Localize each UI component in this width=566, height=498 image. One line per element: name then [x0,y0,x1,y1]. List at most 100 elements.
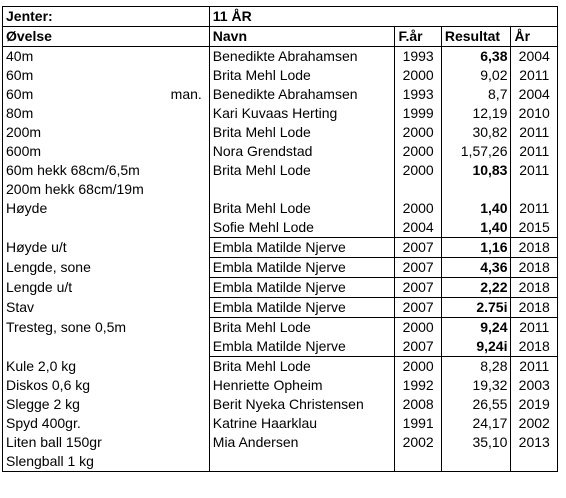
ovelse-label: 60m [6,67,34,83]
ovelse-note [202,278,206,297]
cell-navn: Embla Matilde Njerve [209,257,396,278]
cell-navn: Benedikte Abrahamsen [209,85,396,104]
cell-far: 2007 [394,337,442,357]
cell-ovelse [2,337,210,357]
ovelse-note: man. [170,86,202,102]
cell-far: 1993 [394,46,442,66]
cell-navn [209,180,396,199]
cell-ovelse: Spyd 400gr. [2,414,210,433]
ovelse-note [202,298,206,317]
cell-ovelse: 60m man. [2,85,210,104]
cell-resultat: 9,24 [441,317,512,337]
cell-ovelse: Slengball 1 kg [2,452,210,472]
header-ar: År [510,26,558,47]
cell-resultat: 1,40 [441,199,512,218]
cell-ovelse: 600m [2,142,210,161]
cell-resultat: 2.75i [441,297,512,318]
cell-far: 2000 [394,123,442,142]
column-header-row: Øvelse Navn F.år Resultat År [2,26,558,47]
table-row: 60m hekk 68cm/6,5m Brita Mehl Lode 2000 10,… [2,161,558,180]
cell-ovelse: Lengde, sone [2,257,210,278]
cell-resultat: 8,28 [441,356,512,376]
cell-ovelse: 40m [2,46,210,66]
cell-far [394,452,442,472]
ovelse-label: Tresteg, sone 0,5m [6,318,127,335]
cell-resultat: 8,7 [441,85,512,104]
table-row: Høyde Brita Mehl Lode 2000 1,40 2011 [2,199,558,218]
table-row: Embla Matilde Njerve 2007 9,24i 2018 [2,337,558,357]
cell-navn: Sofie Mehl Lode [209,218,396,238]
table-row: Slengball 1 kg [2,452,558,472]
cell-navn: Henriette Opheim [209,376,396,395]
cell-resultat: 30,82 [441,123,512,142]
cell-navn: Katrine Haarklau [209,414,396,433]
cell-resultat: 35,10 [441,433,512,452]
ovelse-label: 600m [6,143,42,159]
cell-far: 2000 [394,356,442,376]
cell-resultat: 10,83 [441,161,512,180]
cell-ovelse: Lengde u/t [2,277,210,298]
cell-ovelse: Tresteg, sone 0,5m [2,317,210,337]
table-row: 60m Brita Mehl Lode 2000 9,02 2011 [2,66,558,85]
cell-navn: Brita Mehl Lode [209,199,396,218]
table-row: Stav Embla Matilde Njerve 2007 2.75i 2018 [2,297,558,318]
cell-ar: 2011 [510,199,558,218]
cell-ar: 2018 [510,277,558,298]
ovelse-label: 200m [6,124,42,140]
cell-navn: Embla Matilde Njerve [209,237,396,258]
cell-far: 1991 [394,414,442,433]
ovelse-note [202,395,206,414]
ovelse-note [202,318,206,337]
cell-ar: 2010 [510,104,558,123]
cell-far: 2002 [394,433,442,452]
ovelse-label: 60m [6,86,34,102]
cell-ar: 2004 [510,85,558,104]
ovelse-note [202,180,206,199]
cell-navn: Berit Nyeka Christensen [209,395,396,414]
age-cell: 11 ÅR [209,6,559,27]
cell-far: 2004 [394,218,442,238]
cell-ar [510,452,558,472]
table-row: 80m Kari Kuvaas Herting 1999 12,19 2010 [2,104,558,123]
cell-navn: Brita Mehl Lode [209,356,396,376]
cell-navn: Kari Kuvaas Herting [209,104,396,123]
cell-resultat: 1,57,26 [441,142,512,161]
cell-ar: 2018 [510,337,558,357]
cell-navn: Brita Mehl Lode [209,161,396,180]
table-row: 40m Benedikte Abrahamsen 1993 6,38 2004 [2,46,558,66]
cell-resultat: 26,55 [441,395,512,414]
table-row: Tresteg, sone 0,5m Brita Mehl Lode 2000 9,2… [2,317,558,337]
group-cell: Jenter: [2,6,210,27]
ovelse-label: Slegge 2 kg [6,396,80,412]
ovelse-label: Høyde u/t [6,239,67,255]
cell-ar: 2002 [510,414,558,433]
cell-far: 2008 [394,395,442,414]
ovelse-label: Kule 2,0 kg [6,357,77,374]
cell-ovelse: 60m hekk 68cm/6,5m [2,161,210,180]
cell-ar: 2011 [510,123,558,142]
records-table: Jenter: 11 ÅR Øvelse Navn F.år Resultat … [2,6,559,472]
cell-ar: 2011 [510,317,558,337]
cell-far: 1992 [394,376,442,395]
cell-ar: 2018 [510,297,558,318]
ovelse-label: 60m hekk 68cm/6,5m [6,162,140,178]
cell-resultat: 1,16 [441,237,512,258]
ovelse-label: 40m [6,48,34,64]
cell-far: 1993 [394,85,442,104]
ovelse-label: Stav [6,299,35,315]
ovelse-label: 80m [6,105,34,121]
cell-ovelse: Høyde u/t [2,237,210,258]
cell-navn: Embla Matilde Njerve [209,277,396,298]
cell-resultat [441,180,512,199]
cell-ar: 2018 [510,237,558,258]
cell-resultat [441,452,512,472]
table-row: Lengde, sone Embla Matilde Njerve 2007 4,36… [2,257,558,278]
header-far: F.år [394,26,442,47]
table-row: Kule 2,0 kg Brita Mehl Lode 2000 8,28 2011 [2,356,558,376]
cell-ar: 2015 [510,218,558,238]
ovelse-note [202,161,206,180]
table-row: 200m Brita Mehl Lode 2000 30,82 2011 [2,123,558,142]
cell-ar: 2013 [510,433,558,452]
cell-ovelse: Stav [2,297,210,318]
cell-far [394,180,442,199]
